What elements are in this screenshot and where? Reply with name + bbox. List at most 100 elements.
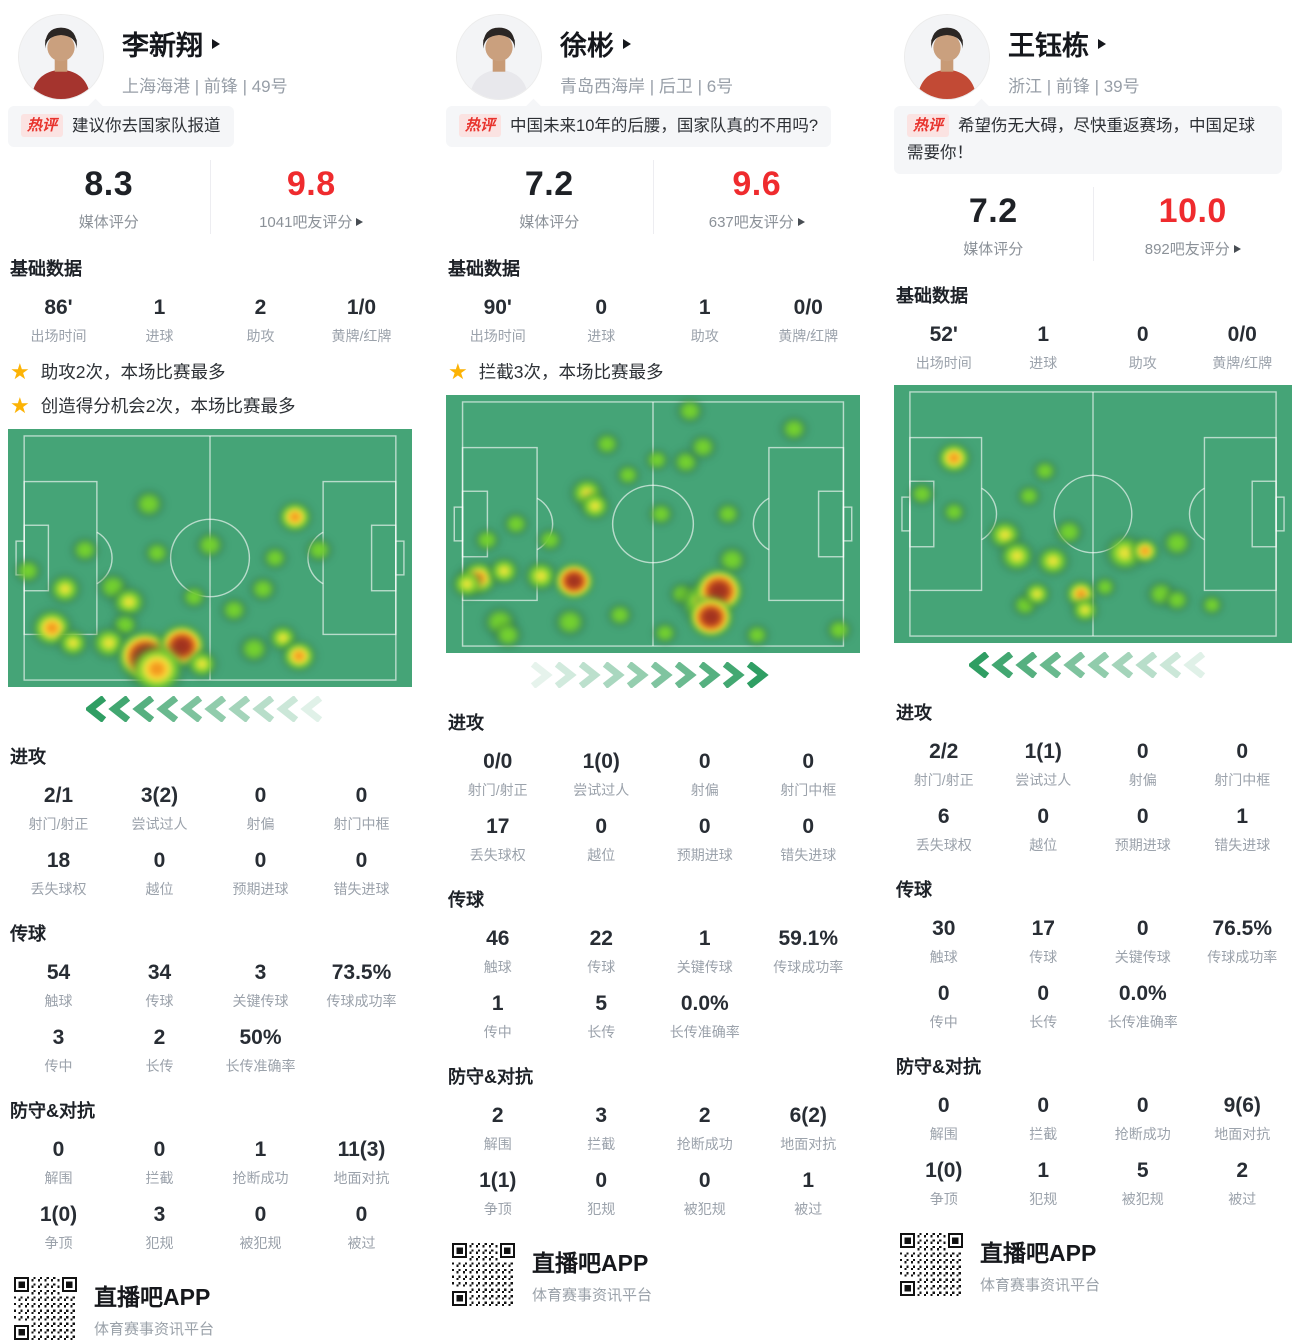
player-name-row[interactable]: 王钰栋 <box>1008 24 1140 63</box>
stat-value: 0 <box>595 1169 608 1193</box>
stat-cell: 59.1% 传球成功率 <box>757 927 861 977</box>
fan-rating[interactable]: 10.0 892吧友评分 <box>1092 187 1293 262</box>
stat-label: 抢断成功 <box>232 1170 289 1187</box>
stat-cell: 6(2) 地面对抗 <box>757 1104 861 1154</box>
stat-label: 关键传球 <box>1114 949 1171 966</box>
stat-label: 犯规 <box>145 1235 174 1252</box>
stat-cell: 86' 出场时间 <box>8 296 109 346</box>
star-icon: ★ <box>10 358 30 384</box>
stat-cell: 3 传中 <box>8 1026 109 1076</box>
stat-cell: 2 助攻 <box>210 296 311 346</box>
stat-cell: 17 丢失球权 <box>446 815 550 865</box>
fan-rating[interactable]: 9.6 637吧友评分 <box>652 160 861 235</box>
stat-value: 2 <box>153 1026 166 1050</box>
ratings-row: 7.2 媒体评分 9.6 637吧友评分 <box>446 160 861 235</box>
heat-blob <box>257 542 292 574</box>
stat-cell: 0 预期进球 <box>653 815 757 865</box>
stat-value: 3 <box>254 961 267 985</box>
stat-cell: 0 拦截 <box>994 1094 1094 1144</box>
heat-blob <box>43 569 86 609</box>
stat-label: 出场时间 <box>469 328 526 345</box>
media-score: 7.2 <box>968 192 1018 231</box>
stat-label: 被过 <box>347 1235 376 1252</box>
stat-value: 76.5% <box>1212 917 1273 941</box>
player-team-line: 青岛西海岸 | 后卫 | 6号 <box>560 77 734 96</box>
stat-label: 解围 <box>929 1126 958 1143</box>
fan-score-arrow-icon <box>356 217 364 226</box>
stat-cell: 1(0) 争顶 <box>8 1203 109 1253</box>
heatmap-pitch <box>8 429 412 688</box>
stat-label: 预期进球 <box>1114 837 1171 854</box>
stat-value: 1(1) <box>479 1169 517 1193</box>
media-score-label: 媒体评分 <box>963 241 1024 259</box>
heat-blob <box>483 552 524 590</box>
stat-cell: 0 射偏 <box>653 750 757 800</box>
basic-data-grid: 86' 出场时间 1 进球 2 助攻 1/0 黄牌/红牌 <box>8 296 412 346</box>
app-name: 直播吧APP <box>980 1240 1097 1267</box>
stat-sections: 进攻 2/2 射门/射正 1(1) 尝试过人 0 射偏 0 射门中框 6 丢失球权 0 越位 0 预期进球 1… <box>894 699 1292 1209</box>
stat-label: 射门中框 <box>1214 772 1271 789</box>
stat-cell: 0.0% 长传准确率 <box>653 992 757 1042</box>
player-avatar[interactable] <box>456 14 542 100</box>
stat-value: 17 <box>486 815 510 839</box>
stat-cell: 11(3) 地面对抗 <box>311 1138 412 1188</box>
player-identity: 王钰栋 浙江 | 前锋 | 39号 <box>1008 14 1140 97</box>
stat-value: 46 <box>486 927 510 951</box>
player-name-row[interactable]: 徐彬 <box>560 24 733 63</box>
stat-label: 抢断成功 <box>676 1136 733 1153</box>
heat-blob <box>684 593 737 642</box>
fan-score-label: 1041吧友评分 <box>259 214 353 232</box>
stat-value: 1 <box>1236 805 1249 829</box>
heat-blob <box>644 498 679 530</box>
heat-blob <box>931 437 976 478</box>
heat-blob <box>276 636 321 677</box>
app-description: 体育赛事资讯平台 <box>532 1287 653 1305</box>
stat-label: 黄牌/红牌 <box>331 328 392 345</box>
stat-value: 0 <box>1236 740 1249 764</box>
stat-value: 5 <box>1136 1159 1149 1183</box>
app-footer: 直播吧APP 体育赛事资讯平台 <box>8 1277 412 1340</box>
fan-score: 10.0 <box>1158 192 1227 231</box>
stat-value: 1 <box>491 992 504 1016</box>
stat-cell: 0 被犯规 <box>653 1169 757 1219</box>
stat-cell: 1 错失进球 <box>1193 805 1293 855</box>
media-score: 8.3 <box>84 165 134 204</box>
player-avatar[interactable] <box>18 14 104 100</box>
stat-value: 0 <box>254 1203 267 1227</box>
stat-cell: 0 进球 <box>550 296 654 346</box>
fan-rating[interactable]: 9.8 1041吧友评分 <box>209 160 413 235</box>
stat-label: 预期进球 <box>676 847 733 864</box>
player-name: 王钰栋 <box>1008 31 1089 61</box>
highlight-text: 拦截3次，本场比赛最多 <box>478 362 664 383</box>
stat-value: 2 <box>491 1104 504 1128</box>
heat-blob <box>710 498 745 530</box>
highlight-item: ★ 助攻2次，本场比赛最多 <box>8 358 412 385</box>
qr-code <box>452 1243 515 1307</box>
player-team-line: 浙江 | 前锋 | 39号 <box>1008 77 1140 96</box>
stat-value: 0 <box>1037 805 1050 829</box>
stat-value: 17 <box>1031 917 1055 941</box>
stat-cell: 1(0) 争顶 <box>894 1159 994 1209</box>
stat-value: 0 <box>1037 982 1050 1006</box>
section-title: 传球 <box>448 890 484 911</box>
heat-blob <box>129 485 170 523</box>
player-name-row[interactable]: 李新翔 <box>122 24 288 63</box>
stat-value: 11(3) <box>337 1138 386 1162</box>
stat-label: 射门/射正 <box>467 782 528 799</box>
stat-row: 1(0) 争顶 3 犯规 0 被犯规 0 被过 <box>8 1203 412 1253</box>
stat-value: 1(0) <box>582 750 620 774</box>
stat-label: 拦截 <box>145 1170 174 1187</box>
heat-blob <box>549 602 592 642</box>
basic-data-grid: 52' 出场时间 1 进球 0 助攻 0/0 黄牌/红牌 <box>894 323 1292 373</box>
stat-value: 0 <box>802 750 815 774</box>
stat-value: 2/2 <box>929 740 959 764</box>
player-avatar[interactable] <box>904 14 990 100</box>
stat-label: 传中 <box>929 1014 958 1031</box>
stat-label: 助攻 <box>690 328 719 345</box>
stat-label: 触球 <box>483 959 512 976</box>
stat-cell: 1 传中 <box>446 992 550 1042</box>
stat-label: 传球成功率 <box>1207 949 1278 966</box>
stat-cell: 0 犯规 <box>550 1169 654 1219</box>
stat-cell: 2 长传 <box>109 1026 210 1076</box>
heat-blob <box>904 478 939 510</box>
